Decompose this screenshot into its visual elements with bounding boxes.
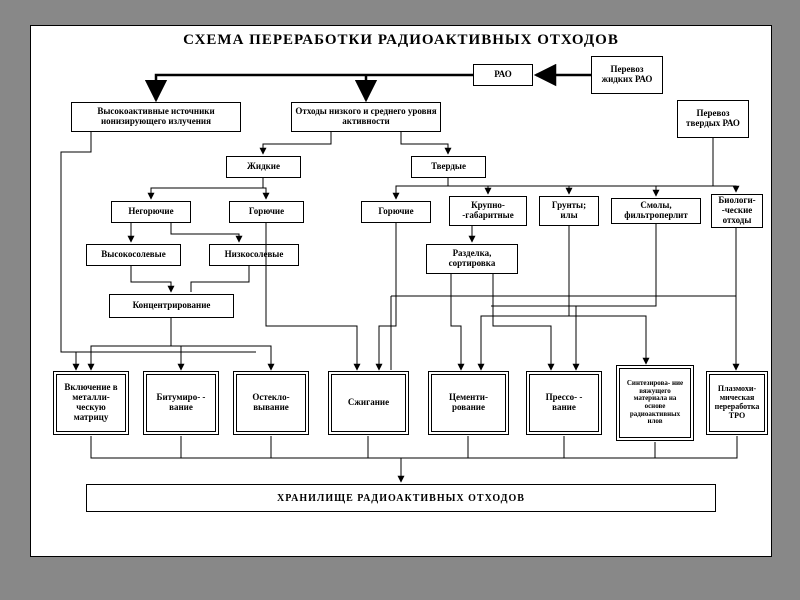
- diagram-title: СХЕМА ПЕРЕРАБОТКИ РАДИОАКТИВНЫХ ОТХОДОВ: [31, 32, 771, 49]
- node-gor-zh: Горючие: [229, 201, 304, 223]
- node-tverdye: Твердые: [411, 156, 486, 178]
- stage: СХЕМА ПЕРЕРАБОТКИ РАДИОАКТИВНЫХ ОТХОДОВ …: [0, 0, 800, 600]
- node-plasma: Плазмохи- мическая переработка ТРО: [709, 374, 765, 432]
- node-koncentr: Концентрирование: [109, 294, 234, 318]
- node-bio: Биологи- -ческие отходы: [711, 194, 763, 228]
- node-low-mid: Отходы низкого и среднего уровня активно…: [291, 102, 441, 132]
- node-smoly: Смолы, фильтроперлит: [611, 198, 701, 224]
- node-zhidkie: Жидкие: [226, 156, 301, 178]
- node-negor: Негорючие: [111, 201, 191, 223]
- node-nizkosol: Низкосолевые: [209, 244, 299, 266]
- node-cement: Цементи- рование: [431, 374, 506, 432]
- node-krupno: Крупно- -габаритные: [449, 196, 527, 226]
- diagram-sheet: СХЕМА ПЕРЕРАБОТКИ РАДИОАКТИВНЫХ ОТХОДОВ …: [30, 25, 772, 557]
- node-vysokosol: Высокосолевые: [86, 244, 181, 266]
- node-szhig: Сжигание: [331, 374, 406, 432]
- node-storage: ХРАНИЛИЩЕ РАДИОАКТИВНЫХ ОТХОДОВ: [86, 484, 716, 512]
- node-sinter: Синтезирова- ние вяжущего материала на о…: [619, 368, 691, 438]
- node-perevoz-zh: Перевоз жидких РАО: [591, 56, 663, 94]
- node-incl: Включение в металли- ческую матрицу: [56, 374, 126, 432]
- node-osteklo: Остекло- вывание: [236, 374, 306, 432]
- node-high-src: Высокоактивные источники ионизирующего и…: [71, 102, 241, 132]
- node-bitum: Битумиро- - вание: [146, 374, 216, 432]
- node-press: Прессо- - вание: [529, 374, 599, 432]
- node-rao: РАО: [473, 64, 533, 86]
- node-grunty: Грунты; илы: [539, 196, 599, 226]
- node-razdelka: Разделка, сортировка: [426, 244, 518, 274]
- node-gor-tv: Горючие: [361, 201, 431, 223]
- node-perevoz-tv: Перевоз твердых РАО: [677, 100, 749, 138]
